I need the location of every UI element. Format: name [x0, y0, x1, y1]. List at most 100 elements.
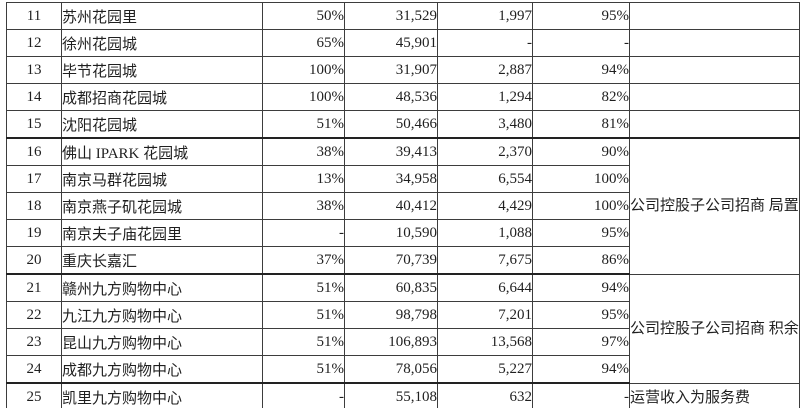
row-index-cell: 14 [6, 83, 62, 111]
occupancy-rate-cell: - [532, 382, 630, 408]
floor-area-cell: 34,958 [344, 165, 438, 193]
property-name-cell: 苏州花园里 [61, 2, 263, 30]
revenue-amount-cell: 13,568 [437, 328, 533, 356]
revenue-amount-cell: 6,644 [437, 273, 533, 302]
table-row: 11 苏州花园里 50% 31,529 1,997 95% [6, 2, 800, 30]
ownership-percent-cell: 51% [262, 273, 345, 302]
row-index-cell: 25 [6, 382, 62, 408]
ownership-percent-cell: 51% [262, 110, 345, 139]
note-cell [629, 83, 800, 111]
floor-area-cell: 10,590 [344, 219, 438, 247]
floor-area-cell: 55,108 [344, 382, 438, 408]
row-index-cell: 21 [6, 273, 62, 302]
table-row: 16 佛山 IPARK 花园城 38% 39,413 2,370 90% 公司控股子公司招商… [6, 137, 800, 275]
row-index-cell: 17 [6, 165, 62, 193]
row-index-cell: 22 [6, 301, 62, 329]
property-name-cell: 南京燕子矶花园城 [61, 192, 263, 220]
property-name-cell: 毕节花园城 [61, 56, 263, 84]
occupancy-rate-cell: 97% [532, 328, 630, 356]
revenue-amount-cell: - [437, 29, 533, 57]
floor-area-cell: 31,529 [344, 2, 438, 30]
note-cell [629, 56, 800, 84]
ownership-percent-cell: 100% [262, 83, 345, 111]
property-name-cell: 南京马群花园城 [61, 165, 263, 193]
table-row: 12 徐州花园城 65% 45,901- - [6, 29, 800, 57]
property-name-cell: 佛山 IPARK 花园城 [61, 137, 263, 166]
occupancy-rate-cell: 95% [532, 2, 630, 30]
floor-area-cell: 78,056 [344, 355, 438, 384]
revenue-amount-cell: 1,088 [437, 219, 533, 247]
ownership-percent-cell: 37% [262, 246, 345, 275]
property-name-cell: 昆山九方购物中心 [61, 328, 263, 356]
table-row: 15 沈阳花园城 51% 50,466 3,480 81% [6, 110, 800, 139]
floor-area-cell: 98,798 [344, 301, 438, 329]
ownership-percent-cell: 51% [262, 328, 345, 356]
occupancy-rate-cell: 95% [532, 301, 630, 329]
note-cell [629, 29, 800, 57]
ownership-percent-cell: 50% [262, 2, 345, 30]
note-cell [629, 110, 800, 139]
row-index-cell: 20 [6, 246, 62, 275]
table-row: 17 南京马群花园城 13% 34,958 6,554 100% [6, 165, 800, 193]
row-index-cell: 16 [6, 137, 62, 166]
row-index-cell: 12 [6, 29, 62, 57]
floor-area-cell: 45,901 [344, 29, 438, 57]
floor-area-cell: 40,412 [344, 192, 438, 220]
floor-area-cell: 39,413 [344, 137, 438, 166]
floor-area-cell: 48,536 [344, 83, 438, 111]
occupancy-rate-cell: 100% [532, 165, 630, 193]
ownership-percent-cell: 100% [262, 56, 345, 84]
property-name-cell: 徐州花园城 [61, 29, 263, 57]
revenue-amount-cell: 2,887 [437, 56, 533, 84]
table-row: 24 成都九方购物中心 51% 78,056 5,227 94% [6, 355, 800, 384]
property-name-cell: 凯里九方购物中心 [61, 382, 263, 408]
table-row: 14 成都招商花园城 100% 48,536 1,294 82% [6, 83, 800, 111]
occupancy-rate-cell: 94% [532, 355, 630, 384]
ownership-percent-cell: 65% [262, 29, 345, 57]
row-index-cell: 19 [6, 219, 62, 247]
ownership-percent-cell: 38% [262, 137, 345, 166]
row-index-cell: 13 [6, 56, 62, 84]
property-name-cell: 沈阳花园城 [61, 110, 263, 139]
occupancy-rate-cell: - [532, 29, 630, 57]
occupancy-rate-cell: 94% [532, 273, 630, 302]
revenue-amount-cell: 632 [437, 382, 533, 408]
floor-area-cell: 50,466 [344, 110, 438, 139]
table-body: 11 苏州花园里 50% 31,529 1,997 95% 12 徐州花园城 65% 45,901… [6, 2, 800, 408]
row-index-cell: 11 [6, 2, 62, 30]
table-row: 18 南京燕子矶花园城 38% 40,412 4,429 100% [6, 192, 800, 220]
revenue-amount-cell: 7,675 [437, 246, 533, 275]
row-index-cell: 15 [6, 110, 62, 139]
table-row: 20 重庆长嘉汇 37% 70,739 7,675 86% [6, 246, 800, 275]
table-row: 19 南京夫子庙花园里 -10,590 1,088 95% [6, 219, 800, 247]
floor-area-cell: 70,739 [344, 246, 438, 275]
floor-area-cell: 60,835 [344, 273, 438, 302]
property-name-cell: 赣州九方购物中心 [61, 273, 263, 302]
revenue-amount-cell: 7,201 [437, 301, 533, 329]
floor-area-cell: 106,893 [344, 328, 438, 356]
property-name-cell: 南京夫子庙花园里 [61, 219, 263, 247]
table-row: 23 昆山九方购物中心 51% 106,893 13,568 97% [6, 328, 800, 356]
occupancy-rate-cell: 100% [532, 192, 630, 220]
occupancy-rate-cell: 95% [532, 219, 630, 247]
property-name-cell: 成都九方购物中心 [61, 355, 263, 384]
ownership-percent-cell: - [262, 382, 345, 408]
table-row: 13 毕节花园城 100% 31,907 2,887 94% [6, 56, 800, 84]
property-name-cell: 九江九方购物中心 [61, 301, 263, 329]
revenue-amount-cell: 6,554 [437, 165, 533, 193]
occupancy-rate-cell: 81% [532, 110, 630, 139]
revenue-amount-cell: 1,294 [437, 83, 533, 111]
occupancy-rate-cell: 94% [532, 56, 630, 84]
note-cell: 公司控股子公司招商 积余持有 [629, 273, 800, 384]
row-index-cell: 18 [6, 192, 62, 220]
ownership-percent-cell: 51% [262, 355, 345, 384]
note-cell: 公司控股子公司招商 局置地持有 [629, 137, 800, 275]
revenue-amount-cell: 4,429 [437, 192, 533, 220]
properties-table: 11 苏州花园里 50% 31,529 1,997 95% 12 徐州花园城 65% 45,901… [6, 2, 800, 408]
revenue-amount-cell: 5,227 [437, 355, 533, 384]
occupancy-rate-cell: 82% [532, 83, 630, 111]
occupancy-rate-cell: 86% [532, 246, 630, 275]
property-name-cell: 成都招商花园城 [61, 83, 263, 111]
